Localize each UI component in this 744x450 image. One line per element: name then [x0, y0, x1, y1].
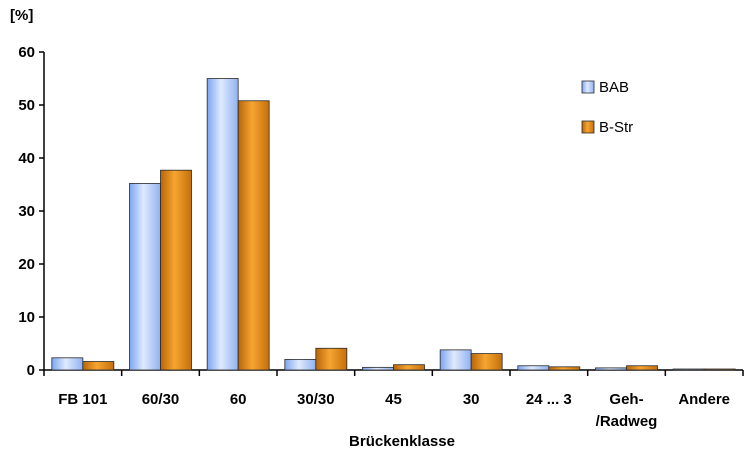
bar-b-str: [393, 364, 425, 371]
bar-bab: [672, 368, 705, 371]
y-tick-label: 30: [18, 203, 35, 220]
bar-bab: [362, 366, 394, 371]
y-axis-label: [%]: [10, 7, 33, 24]
x-tick-label: Geh-/Radweg: [596, 391, 658, 430]
bar-b-str: [548, 366, 581, 371]
legend-swatch: [581, 80, 595, 94]
bars: [51, 78, 736, 371]
bar-bab: [439, 349, 472, 371]
x-axis-label: Brückenklasse: [349, 433, 455, 450]
x-tick-label: 60/30: [142, 391, 180, 408]
y-tick-label: 60: [18, 44, 35, 61]
bar-b-str: [82, 361, 115, 371]
y-tick-label: 40: [18, 150, 35, 167]
axes: 0 10 20 30 40 50 60 [%] FB 101 60/30 60 30/30 45 30 24…: [10, 7, 744, 450]
bar-b-str: [626, 365, 658, 371]
legend-label: BAB: [599, 79, 629, 96]
y-tick-label: 0: [27, 362, 35, 379]
bar-bab: [517, 365, 550, 371]
bar-b-str: [703, 368, 736, 371]
bar-bab: [284, 358, 317, 371]
x-tick-label: 45: [385, 391, 402, 408]
x-tick-label: 30: [463, 391, 480, 408]
legend-swatch: [581, 120, 595, 134]
x-tick-label: 60: [230, 391, 247, 408]
bar-b-str: [470, 353, 503, 371]
bar-bab: [595, 367, 627, 371]
y-tick-label: 10: [18, 309, 35, 326]
bar-b-str: [160, 169, 192, 371]
legend: BAB B-Str: [581, 79, 633, 136]
x-tick-label: Andere: [678, 391, 730, 408]
bar-bab: [129, 183, 161, 371]
bar-b-str: [237, 100, 270, 371]
x-tick-label: 24 ... 3: [526, 391, 572, 408]
legend-label: B-Str: [599, 119, 633, 136]
x-tick-label: 30/30: [297, 391, 335, 408]
bar-bab: [206, 78, 239, 371]
y-tick-label: 20: [18, 256, 35, 273]
y-tick-label: 50: [18, 97, 35, 114]
bar-bab: [51, 357, 84, 371]
x-tick-label: FB 101: [58, 391, 107, 408]
bar-b-str: [315, 347, 348, 371]
